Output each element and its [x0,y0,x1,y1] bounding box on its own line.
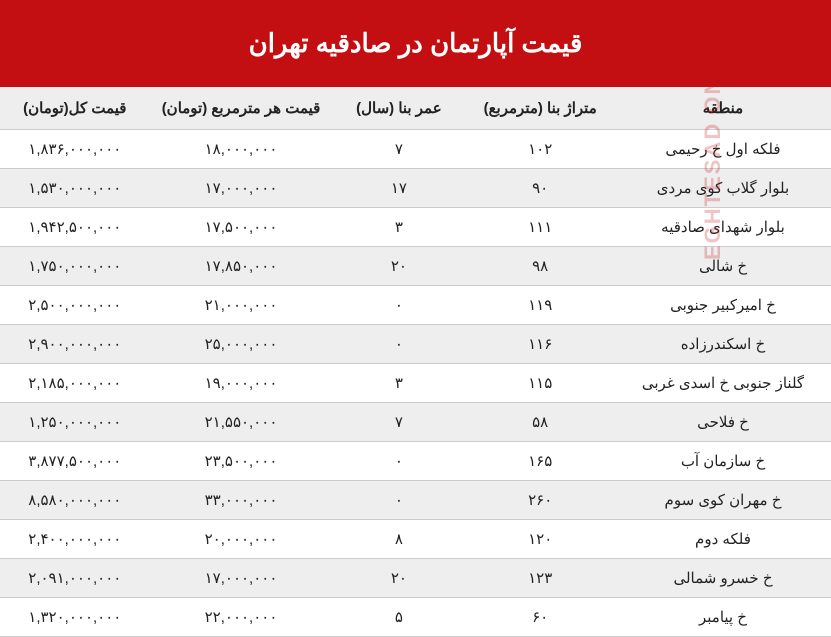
cell-ppm: ۲۱,۵۵۰,۰۰۰ [150,403,333,442]
cell-ppm: ۱۷,۰۰۰,۰۰۰ [150,559,333,598]
cell-total: ۲,۰۹۱,۰۰۰,۰۰۰ [0,559,150,598]
cell-region: خ سازمان آب [615,442,831,481]
table-row: بلوار شهدای صادقیه۱۱۱۳۱۷,۵۰۰,۰۰۰۱,۹۴۲,۵۰… [0,208,831,247]
cell-age: ۸ [332,520,465,559]
table-row: خ شالی۹۸۲۰۱۷,۸۵۰,۰۰۰۱,۷۵۰,۰۰۰,۰۰۰ [0,247,831,286]
cell-area: ۱۱۵ [465,364,615,403]
cell-ppm: ۲۳,۵۰۰,۰۰۰ [150,442,333,481]
cell-total: ۱,۸۳۶,۰۰۰,۰۰۰ [0,130,150,169]
page-title: قیمت آپارتمان در صادقیه تهران [0,0,831,87]
cell-area: ۱۲۳ [465,559,615,598]
cell-area: ۱۱۹ [465,286,615,325]
table-row: خ مهران کوی سوم۲۶۰۰۳۳,۰۰۰,۰۰۰۸,۵۸۰,۰۰۰,۰… [0,481,831,520]
cell-ppm: ۲۲,۰۰۰,۰۰۰ [150,598,333,637]
cell-region: بلوار گلاب کوی مردی [615,169,831,208]
col-header-age: عمر بنا (سال) [332,87,465,130]
col-header-region: منطقه [615,87,831,130]
cell-area: ۱۰۲ [465,130,615,169]
cell-region: خ شالی [615,247,831,286]
cell-area: ۹۸ [465,247,615,286]
cell-ppm: ۱۷,۰۰۰,۰۰۰ [150,169,333,208]
cell-area: ۱۶۵ [465,442,615,481]
cell-region: خ فلاحی [615,403,831,442]
cell-total: ۲,۹۰۰,۰۰۰,۰۰۰ [0,325,150,364]
table-row: خ سازمان آب۱۶۵۰۲۳,۵۰۰,۰۰۰۳,۸۷۷,۵۰۰,۰۰۰ [0,442,831,481]
cell-age: ۱۷ [332,169,465,208]
col-header-total: قیمت کل(تومان) [0,87,150,130]
cell-ppm: ۲۵,۰۰۰,۰۰۰ [150,325,333,364]
cell-region: بلوار شهدای صادقیه [615,208,831,247]
table-row: خ خسرو شمالی۱۲۳۲۰۱۷,۰۰۰,۰۰۰۲,۰۹۱,۰۰۰,۰۰۰ [0,559,831,598]
cell-area: ۱۱۶ [465,325,615,364]
cell-region: خ امیرکبیر جنوبی [615,286,831,325]
cell-ppm: ۱۷,۵۰۰,۰۰۰ [150,208,333,247]
price-table: منطقه متراژ بنا (مترمربع) عمر بنا (سال) … [0,87,831,637]
table-row: خ فلاحی۵۸۷۲۱,۵۵۰,۰۰۰۱,۲۵۰,۰۰۰,۰۰۰ [0,403,831,442]
cell-ppm: ۱۸,۰۰۰,۰۰۰ [150,130,333,169]
cell-ppm: ۲۱,۰۰۰,۰۰۰ [150,286,333,325]
cell-area: ۱۲۰ [465,520,615,559]
col-header-ppm: قیمت هر مترمربع (تومان) [150,87,333,130]
table-row: فلکه اول خ رحیمی۱۰۲۷۱۸,۰۰۰,۰۰۰۱,۸۳۶,۰۰۰,… [0,130,831,169]
cell-total: ۱,۹۴۲,۵۰۰,۰۰۰ [0,208,150,247]
cell-ppm: ۱۹,۰۰۰,۰۰۰ [150,364,333,403]
table-row: گلناز جنوبی خ اسدی غربی۱۱۵۳۱۹,۰۰۰,۰۰۰۲,۱… [0,364,831,403]
cell-age: ۲۰ [332,559,465,598]
cell-total: ۲,۴۰۰,۰۰۰,۰۰۰ [0,520,150,559]
cell-ppm: ۳۳,۰۰۰,۰۰۰ [150,481,333,520]
table-row: خ پیامبر۶۰۵۲۲,۰۰۰,۰۰۰۱,۳۲۰,۰۰۰,۰۰۰ [0,598,831,637]
cell-age: ۷ [332,403,465,442]
cell-age: ۲۰ [332,247,465,286]
cell-region: فلکه اول خ رحیمی [615,130,831,169]
cell-area: ۱۱۱ [465,208,615,247]
table-row: خ امیرکبیر جنوبی۱۱۹۰۲۱,۰۰۰,۰۰۰۲,۵۰۰,۰۰۰,… [0,286,831,325]
cell-age: ۰ [332,286,465,325]
cell-region: خ خسرو شمالی [615,559,831,598]
table-row: خ اسکندرزاده۱۱۶۰۲۵,۰۰۰,۰۰۰۲,۹۰۰,۰۰۰,۰۰۰ [0,325,831,364]
cell-age: ۳ [332,208,465,247]
cell-region: گلناز جنوبی خ اسدی غربی [615,364,831,403]
cell-age: ۰ [332,442,465,481]
cell-total: ۱,۳۲۰,۰۰۰,۰۰۰ [0,598,150,637]
cell-total: ۱,۲۵۰,۰۰۰,۰۰۰ [0,403,150,442]
cell-region: خ اسکندرزاده [615,325,831,364]
cell-total: ۱,۵۳۰,۰۰۰,۰۰۰ [0,169,150,208]
cell-age: ۵ [332,598,465,637]
cell-total: ۲,۱۸۵,۰۰۰,۰۰۰ [0,364,150,403]
cell-total: ۸,۵۸۰,۰۰۰,۰۰۰ [0,481,150,520]
cell-region: خ مهران کوی سوم [615,481,831,520]
table-body: فلکه اول خ رحیمی۱۰۲۷۱۸,۰۰۰,۰۰۰۱,۸۳۶,۰۰۰,… [0,130,831,637]
cell-age: ۰ [332,325,465,364]
cell-ppm: ۱۷,۸۵۰,۰۰۰ [150,247,333,286]
cell-age: ۷ [332,130,465,169]
table-row: بلوار گلاب کوی مردی۹۰۱۷۱۷,۰۰۰,۰۰۰۱,۵۳۰,۰… [0,169,831,208]
col-header-area: متراژ بنا (مترمربع) [465,87,615,130]
cell-total: ۳,۸۷۷,۵۰۰,۰۰۰ [0,442,150,481]
cell-total: ۱,۷۵۰,۰۰۰,۰۰۰ [0,247,150,286]
cell-ppm: ۲۰,۰۰۰,۰۰۰ [150,520,333,559]
cell-total: ۲,۵۰۰,۰۰۰,۰۰۰ [0,286,150,325]
cell-area: ۶۰ [465,598,615,637]
table-header-row: منطقه متراژ بنا (مترمربع) عمر بنا (سال) … [0,87,831,130]
table-row: فلکه دوم۱۲۰۸۲۰,۰۰۰,۰۰۰۲,۴۰۰,۰۰۰,۰۰۰ [0,520,831,559]
cell-area: ۹۰ [465,169,615,208]
cell-age: ۰ [332,481,465,520]
cell-area: ۲۶۰ [465,481,615,520]
cell-region: فلکه دوم [615,520,831,559]
cell-region: خ پیامبر [615,598,831,637]
cell-age: ۳ [332,364,465,403]
cell-area: ۵۸ [465,403,615,442]
